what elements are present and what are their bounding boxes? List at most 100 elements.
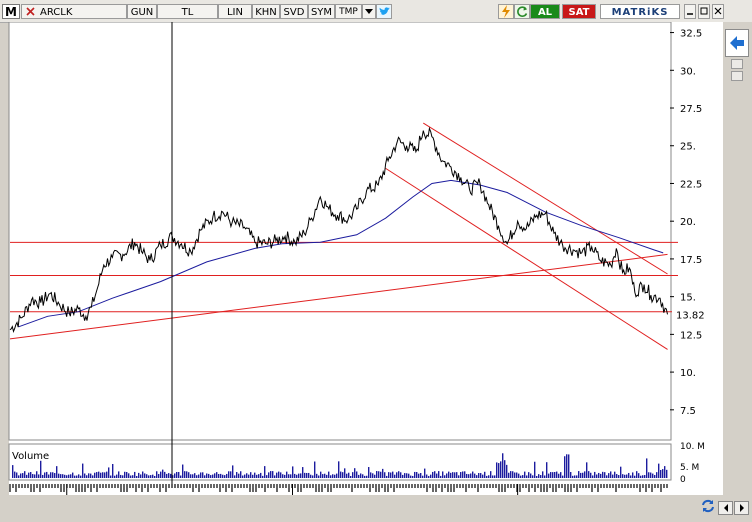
volume-bar [648, 472, 650, 478]
volume-bar [198, 474, 200, 478]
minimize-icon [687, 13, 693, 15]
sell-button[interactable]: SAT [562, 4, 596, 19]
trend-line[interactable] [423, 122, 668, 275]
volume-bar [174, 473, 176, 478]
chevron-right-icon [739, 504, 744, 512]
close-window-icon [714, 7, 722, 15]
volume-bar [474, 473, 476, 478]
volume-bar [138, 472, 140, 478]
volume-bar [110, 475, 112, 478]
tmp-button[interactable]: TMP [335, 4, 362, 19]
volume-bar [638, 473, 640, 478]
svd-button[interactable]: SVD [280, 4, 308, 19]
volume-bar [30, 472, 32, 478]
volume-bar [402, 474, 404, 478]
volume-bar [372, 473, 374, 478]
volume-bar [486, 475, 488, 478]
volume-bar [20, 473, 22, 478]
volume-bar [646, 458, 648, 478]
symbol-field[interactable]: ARCLK [21, 4, 127, 19]
volume-bar [518, 473, 520, 478]
sync-button[interactable] [700, 497, 716, 515]
lightning-button[interactable] [498, 4, 514, 19]
volume-bar [338, 461, 340, 478]
volume-bar [662, 469, 664, 478]
toolbar: M ARCLK GUN TL LIN KHN SVD SYM TMP AL SA… [0, 0, 752, 23]
volume-bar [322, 474, 324, 478]
scroll-right-button[interactable] [734, 501, 749, 515]
currency-button[interactable]: TL [157, 4, 218, 19]
maximize-button[interactable] [698, 4, 710, 19]
volume-bar [106, 471, 108, 478]
trend-line[interactable] [385, 167, 668, 350]
twitter-button[interactable] [376, 4, 392, 19]
buy-button[interactable]: AL [530, 4, 560, 19]
khn-button[interactable]: KHN [252, 4, 280, 19]
minimize-button[interactable] [684, 4, 696, 19]
volume-bar [556, 471, 558, 478]
y-tick-label: 22.5 [680, 179, 702, 190]
volume-bar [168, 473, 170, 478]
volume-bar [480, 473, 482, 478]
volume-bar [614, 471, 616, 478]
scale-button[interactable]: LIN [218, 4, 252, 19]
volume-bar [352, 472, 354, 478]
lightning-icon [502, 5, 510, 18]
volume-bar [364, 475, 366, 478]
volume-bar [272, 471, 274, 478]
volume-bar [330, 475, 332, 478]
scroll-left-button[interactable] [718, 501, 733, 515]
volume-bar [262, 475, 264, 478]
volume-bar [12, 465, 14, 478]
volume-bar [92, 475, 94, 478]
volume-bar [256, 474, 258, 478]
dropdown-button[interactable] [362, 4, 376, 19]
left-arrow-icon [730, 36, 744, 50]
volume-bar [24, 471, 26, 478]
volume-bar [602, 471, 604, 478]
volume-bar [172, 475, 174, 478]
close-window-button[interactable] [712, 4, 724, 19]
volume-bar [366, 475, 368, 478]
volume-bar [644, 475, 646, 478]
volume-bar [212, 474, 214, 478]
volume-bar [482, 474, 484, 478]
volume-bar [294, 473, 296, 478]
trend-line[interactable] [9, 253, 668, 340]
refresh-data-button[interactable] [514, 4, 530, 19]
volume-bar [410, 475, 412, 478]
collapse-panel-button[interactable] [725, 29, 749, 57]
period-button[interactable]: GUN [127, 4, 157, 19]
volume-bar [16, 472, 18, 478]
panel-slot-button[interactable] [731, 59, 743, 69]
volume-bar [532, 475, 534, 478]
volume-bar [506, 464, 508, 478]
volume-bar [634, 475, 636, 478]
volume-bar [472, 471, 474, 478]
volume-bar [40, 460, 42, 478]
volume-bar [124, 471, 126, 478]
volume-bar [348, 472, 350, 478]
volume-bar [42, 474, 44, 478]
price-chart[interactable]: 32.5 30. 27.5 25. 22.5 20. 17.5 15. 12.5 10. 7.5 1… [0, 22, 723, 495]
volume-bar [626, 474, 628, 478]
matriks-logo-button[interactable]: M [2, 4, 20, 19]
volume-bar [492, 475, 494, 478]
volume-bar [414, 471, 416, 478]
volume-bar [594, 471, 596, 478]
volume-bar [386, 475, 388, 478]
volume-bar [384, 472, 386, 478]
sym-button[interactable]: SYM [308, 4, 335, 19]
volume-bar [630, 475, 632, 478]
volume-bar [398, 471, 400, 478]
volume-bar [540, 475, 542, 478]
volume-bar [310, 474, 312, 478]
volume-bar [618, 475, 620, 478]
volume-bar [354, 468, 356, 478]
volume-bar [332, 474, 334, 478]
panel-slot-button[interactable] [731, 71, 743, 81]
y-tick-label: 7.5 [680, 406, 696, 417]
volume-bar [570, 472, 572, 478]
close-icon[interactable] [26, 7, 35, 16]
volume-bar [90, 473, 92, 478]
